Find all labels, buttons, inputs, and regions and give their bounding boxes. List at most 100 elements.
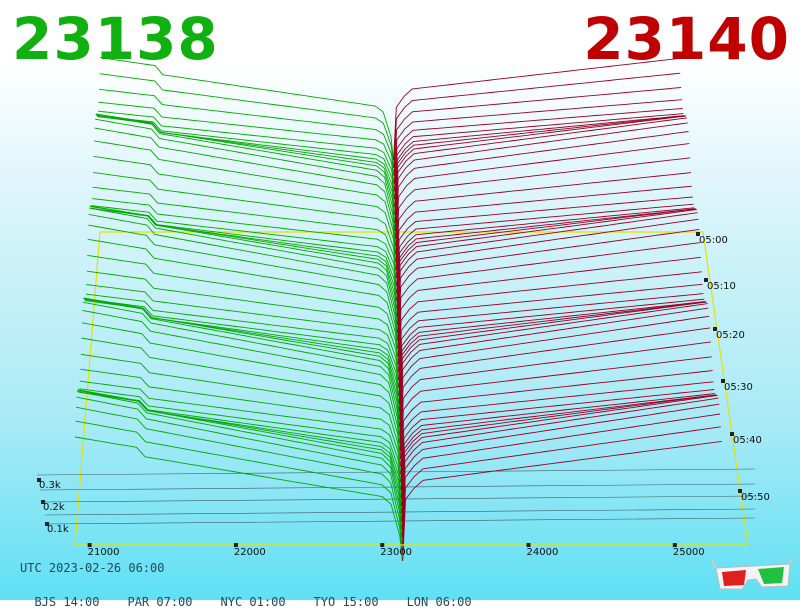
- ask-depth-line: [400, 356, 712, 467]
- time-tick-label: 05:20: [716, 330, 745, 341]
- bid-depth-line: [97, 110, 395, 192]
- ask-depth-line: [398, 301, 706, 412]
- ask-depth-line: [393, 108, 683, 192]
- ask-depth-line: [398, 301, 706, 404]
- ask-depth-line: [399, 315, 710, 444]
- ask-depth-line: [394, 115, 686, 216]
- bid-depth-line: [79, 388, 402, 491]
- ask-depth-line: [398, 298, 705, 396]
- bid-depth-line: [80, 353, 401, 467]
- bid-depth-line: [90, 207, 398, 310]
- ask-price: 23140: [583, 5, 790, 73]
- x-tick-label: 22000: [234, 547, 266, 558]
- ask-depth-line: [399, 303, 708, 428]
- x-tick-mark: [87, 543, 92, 547]
- bid-depth-line: [96, 113, 396, 223]
- ask-depth-line: [396, 207, 695, 302]
- ask-depth-line: [398, 293, 704, 389]
- time-tick-label: 05:10: [707, 281, 736, 292]
- bid-depth-line: [82, 301, 401, 436]
- bid-depth-line: [97, 115, 395, 200]
- bid-depth-line: [87, 238, 399, 357]
- ask-depth-line: [402, 426, 721, 554]
- time-tick-mark: [704, 278, 708, 282]
- bid-depth-line: [78, 391, 402, 499]
- ask-depth-line: [401, 397, 719, 530]
- time-tick-label: 05:40: [733, 435, 762, 446]
- ask-depth-line: [400, 381, 714, 483]
- time-tick-mark: [738, 489, 742, 493]
- bid-depth-line: [91, 205, 397, 294]
- x-tick-label: 21000: [88, 547, 120, 558]
- ask-depth-line: [395, 172, 692, 271]
- x-tick-mark: [526, 543, 531, 547]
- ask-depth-line: [394, 117, 687, 231]
- ask-depth-line: [399, 341, 711, 459]
- bid-depth-line: [95, 114, 396, 231]
- bid-depth-line: [74, 436, 403, 562]
- ask-depth-line: [402, 440, 722, 562]
- x-tick-label: 25000: [673, 547, 705, 558]
- bid-depth-line: [81, 337, 401, 459]
- bid-depth-line: [94, 127, 396, 247]
- ask-depth-line: [400, 393, 716, 499]
- time-tick-mark: [730, 432, 734, 436]
- 3d-glasses-icon[interactable]: [712, 556, 794, 596]
- bid-depth-line: [87, 254, 399, 365]
- bid-depth-line: [99, 57, 394, 161]
- z-tick-mark: [45, 522, 49, 526]
- ask-depth-line: [393, 87, 682, 176]
- grid-frame: [74, 231, 749, 546]
- ask-depth-line: [400, 389, 715, 491]
- ask-depth-line: [398, 283, 703, 381]
- timezone-bjs: BJS 14:00: [34, 595, 100, 609]
- bid-depth-line: [93, 172, 397, 271]
- bid-depth-line: [77, 389, 402, 522]
- bid-depth-line: [88, 224, 399, 349]
- ask-depth-line: [395, 185, 692, 278]
- ask-depth-line: [397, 228, 700, 349]
- bid-depth-line: [84, 300, 400, 404]
- ask-depth-line: [401, 403, 720, 538]
- bid-depth-line: [92, 186, 397, 278]
- timezone-par: PAR 07:00: [127, 595, 193, 609]
- ask-depth-line: [395, 143, 690, 255]
- ask-depth-line: [396, 209, 697, 326]
- ask-depth-line: [394, 122, 688, 239]
- bid-depth-line: [76, 396, 403, 538]
- ask-depth-line: [401, 394, 716, 507]
- z-tick-label: 0.1k: [47, 524, 69, 535]
- time-tick-mark: [721, 379, 725, 383]
- bid-depth-line: [96, 114, 396, 216]
- z-grid-line: [39, 483, 756, 491]
- bid-price: 23138: [12, 5, 219, 73]
- ask-depth-line: [394, 115, 685, 208]
- ask-depth-line: [401, 394, 718, 522]
- bid-depth-line: [78, 391, 402, 507]
- timezone-clocks: BJS 14:00 PAR 07:00 NYC 01:00 TYO 15:00 LON …: [20, 581, 500, 609]
- time-tick-mark: [713, 327, 717, 331]
- bid-depth-line: [77, 390, 402, 514]
- bid-depth-line: [79, 380, 402, 483]
- time-tick-mark: [696, 232, 700, 236]
- bid-depth-line: [76, 390, 403, 530]
- utc-timestamp: UTC 2023-02-26 06:00: [20, 561, 165, 575]
- ask-depth-line: [400, 370, 713, 475]
- ask-depth-line: [396, 203, 694, 294]
- bid-depth-line: [85, 298, 400, 396]
- z-tick-label: 0.2k: [43, 502, 65, 513]
- bid-depth-line: [95, 118, 396, 239]
- ask-depth-line: [397, 212, 698, 334]
- timezone-lon: LON 06:00: [406, 595, 472, 609]
- time-tick-label: 05:30: [724, 382, 753, 393]
- ask-depth-line: [397, 218, 699, 341]
- ask-depth-line: [395, 131, 689, 247]
- ask-depth-line: [396, 208, 697, 318]
- time-tick-label: 05:50: [741, 492, 770, 503]
- ask-depth-line: [397, 242, 701, 357]
- x-tick-label: 24000: [527, 547, 559, 558]
- bid-depth-line: [93, 155, 397, 263]
- x-tick-label: 23000: [380, 547, 412, 558]
- bid-depth-line: [75, 406, 403, 546]
